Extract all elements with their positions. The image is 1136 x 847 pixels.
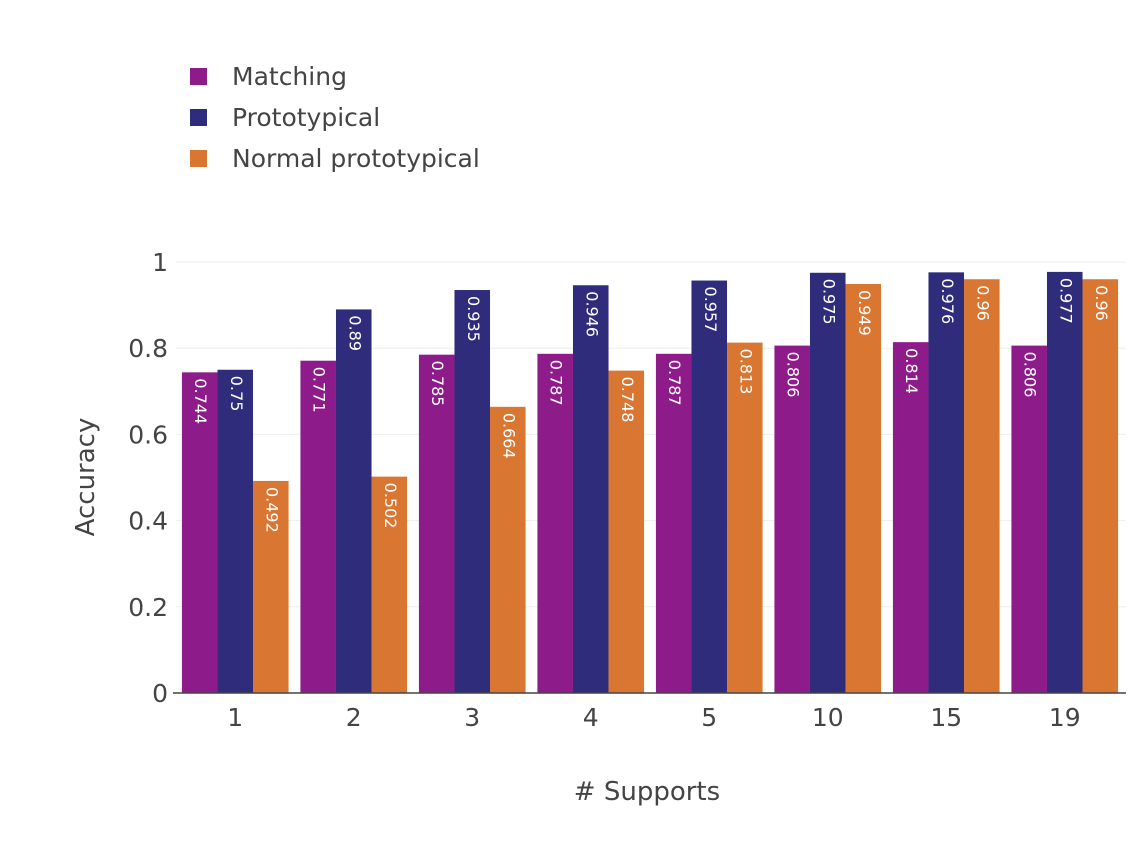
bar[interactable]: [809, 272, 846, 693]
bar[interactable]: [253, 480, 289, 693]
legend-item-prototypical[interactable]: Prototypical: [190, 97, 480, 138]
legend-swatch-prototypical: [190, 109, 207, 126]
bar[interactable]: [335, 309, 372, 693]
bar-value-label: 0.89: [345, 315, 364, 351]
bars: [181, 271, 1119, 693]
legend-label-normal-prototypical: Normal prototypical: [232, 144, 480, 173]
bar-value-label: 0.976: [938, 278, 957, 324]
bar[interactable]: [928, 272, 965, 693]
bar[interactable]: [892, 342, 929, 693]
bar-value-label: 0.75: [227, 376, 246, 412]
y-axis-title: Accuracy: [71, 418, 101, 537]
bar-value-label: 0.977: [1056, 278, 1075, 324]
y-tick-label: 0.8: [128, 334, 168, 363]
bar[interactable]: [774, 345, 810, 693]
legend: Matching Prototypical Normal prototypica…: [190, 56, 480, 179]
bar[interactable]: [371, 476, 408, 693]
legend-swatch-normal-prototypical: [190, 150, 207, 167]
x-tick-label: 2: [346, 703, 362, 732]
x-tick-label: 3: [464, 703, 480, 732]
legend-label-matching: Matching: [232, 62, 347, 91]
bar-value-label: 0.502: [381, 483, 400, 529]
bar[interactable]: [181, 372, 218, 693]
bar-value-label: 0.492: [262, 487, 281, 533]
legend-item-matching[interactable]: Matching: [190, 56, 480, 97]
bar[interactable]: [537, 353, 573, 693]
bar[interactable]: [1082, 279, 1119, 693]
x-tick-label: 15: [930, 703, 962, 732]
x-tick-label: 10: [812, 703, 844, 732]
x-tick-label: 4: [583, 703, 599, 732]
bar[interactable]: [727, 342, 763, 693]
y-tick-label: 0: [152, 679, 168, 708]
bar[interactable]: [845, 283, 882, 693]
bar[interactable]: [217, 369, 254, 693]
bar-value-label: 0.806: [784, 352, 803, 398]
bar-value-label: 0.96: [1092, 285, 1111, 321]
bar-value-label: 0.785: [428, 361, 447, 407]
bar-value-label: 0.748: [618, 377, 637, 423]
axes: 0 0.2 0.4 0.6 0.8 1 1 2 3 4 5 10 15 19: [128, 248, 1126, 732]
bar[interactable]: [608, 370, 645, 693]
legend-swatch-matching: [190, 68, 207, 85]
bar[interactable]: [572, 285, 609, 693]
bar[interactable]: [964, 279, 1000, 693]
y-tick-label: 0.2: [128, 593, 168, 622]
legend-item-normal-prototypical[interactable]: Normal prototypical: [190, 138, 480, 179]
bar[interactable]: [490, 406, 526, 693]
bar[interactable]: [1011, 345, 1047, 693]
bar-value-label: 0.935: [464, 296, 483, 342]
bar-value-label: 0.744: [191, 378, 210, 424]
bar-value-label: 0.806: [1021, 352, 1040, 398]
bar-value-label: 0.957: [701, 287, 720, 333]
bar-value-label: 0.975: [819, 279, 838, 325]
bar[interactable]: [655, 353, 692, 693]
bar-value-label: 0.946: [582, 291, 601, 337]
bar-value-label: 0.813: [736, 349, 755, 395]
x-tick-label: 19: [1049, 703, 1081, 732]
bar[interactable]: [1046, 271, 1083, 693]
x-tick-label: 5: [701, 703, 717, 732]
x-tick-label: 1: [227, 703, 243, 732]
bar-value-label: 0.814: [902, 348, 921, 394]
bar[interactable]: [691, 280, 728, 693]
bar-value-labels: 0.744 0.771 0.785 0.787 0.787 0.806 0.814 0.806…: [191, 278, 1111, 533]
bar-value-label: 0.96: [973, 285, 992, 321]
y-tick-label: 0.6: [128, 420, 168, 449]
y-tick-label: 1: [152, 248, 168, 277]
bar[interactable]: [418, 354, 455, 693]
bar[interactable]: [300, 360, 336, 693]
bar-value-label: 0.949: [855, 290, 874, 336]
y-tick-label: 0.4: [128, 507, 168, 536]
bar-value-label: 0.787: [547, 360, 566, 406]
legend-label-prototypical: Prototypical: [232, 103, 381, 132]
bar-value-label: 0.771: [310, 367, 329, 413]
bar-value-label: 0.787: [665, 360, 684, 406]
x-axis-title: # Supports: [574, 777, 720, 807]
bar[interactable]: [454, 290, 491, 693]
bar-value-label: 0.664: [499, 413, 518, 459]
